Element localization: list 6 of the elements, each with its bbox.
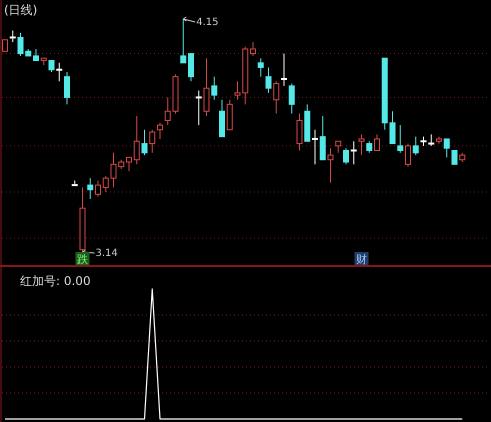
text: 跌 [77, 253, 88, 266]
text: 财 [356, 253, 367, 266]
chart-title: (日线) [4, 3, 38, 17]
annotation: 4.15 [196, 17, 219, 28]
chart-title: 红加号: 0.00 [20, 274, 91, 288]
annotation: 3.14 [96, 248, 118, 259]
